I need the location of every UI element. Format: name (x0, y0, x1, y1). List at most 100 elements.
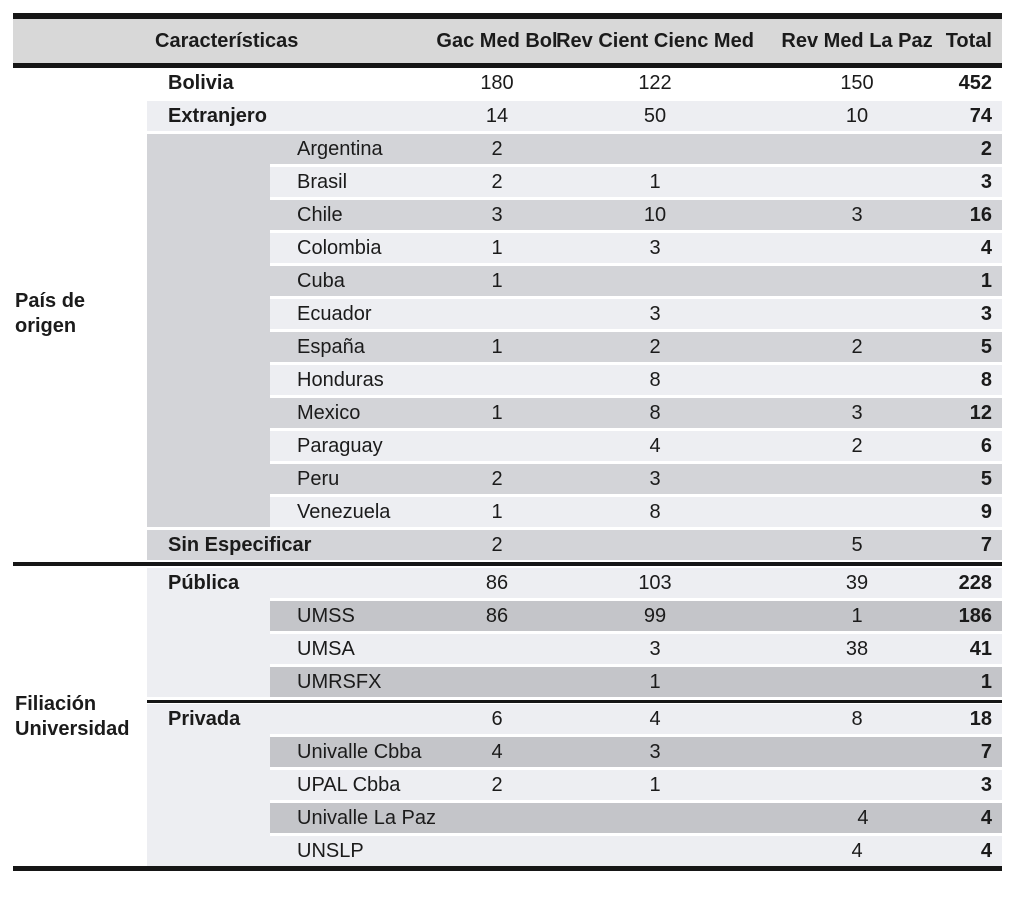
total-cell: 16 (969, 203, 992, 226)
value-cell: 86 (485, 604, 509, 627)
row-label: Bolivia (168, 71, 234, 94)
row-block: Argentina 2 2 Brasil 2 1 3 Chile 3 10 3 16 Colombia 1… (147, 134, 1002, 527)
table-row: Pública 86 103 39 228 (147, 568, 1002, 598)
total-cell: 7 (980, 740, 992, 763)
value-cell (772, 299, 942, 329)
table-row: Bolivia 180 122 150 452 (147, 68, 1002, 98)
column-header-rev-med-la-paz: Rev Med La Paz (781, 29, 933, 52)
value-cell (772, 667, 942, 697)
value-cell: 1 (649, 170, 661, 193)
total-cell: 9 (980, 500, 992, 523)
value-cell (772, 233, 942, 263)
value-cell: 38 (845, 637, 869, 660)
row-label: Venezuela (297, 500, 391, 523)
table-row: Cuba 1 1 (147, 266, 1002, 296)
total-cell: 4 (980, 839, 992, 862)
column-header-gac-med-bol: Gac Med Bol (436, 29, 558, 52)
value-cell: 10 (845, 104, 869, 127)
table-row: Honduras 8 8 (147, 365, 1002, 395)
section-1: País de origen Bolivia 180 122 150 452 Extranj… (13, 68, 1002, 560)
row-label: Paraguay (297, 434, 383, 457)
row-label: UMRSFX (297, 670, 382, 693)
total-cell: 5 (980, 467, 992, 490)
value-cell: 50 (643, 104, 667, 127)
value-cell (772, 365, 942, 395)
column-header-total: Total (945, 29, 992, 52)
section-rows: Pública 86 103 39 228 UMSS 86 99 1 186 UMSA 3 38 41 UM… (147, 568, 1002, 866)
privada-divider (147, 700, 1002, 703)
value-cell: 2 (649, 335, 661, 358)
table-row: Extranjero 14 50 10 74 (147, 101, 1002, 131)
row-label: España (297, 335, 365, 358)
value-cell (430, 634, 564, 664)
row-label: UMSA (297, 637, 355, 660)
total-cell: 5 (980, 335, 992, 358)
value-cell: 10 (643, 203, 667, 226)
total-cell: 12 (969, 401, 992, 424)
value-cell: 2 (491, 773, 503, 796)
value-cell: 3 (649, 302, 661, 325)
value-cell (570, 836, 740, 866)
row-group-label: País de origen (15, 290, 86, 337)
value-cell: 99 (643, 604, 667, 627)
value-cell: 1 (649, 670, 661, 693)
section-divider (13, 562, 1002, 566)
value-cell (436, 803, 570, 833)
total-cell: 3 (980, 302, 992, 325)
value-cell (430, 299, 564, 329)
value-cell (570, 266, 740, 296)
row-label: Ecuador (297, 302, 372, 325)
total-cell: 6 (980, 434, 992, 457)
row-label: Univalle Cbba (297, 740, 422, 763)
value-cell: 150 (840, 71, 874, 94)
value-cell (772, 737, 942, 767)
row-label: UNSLP (297, 839, 364, 862)
table-row: Paraguay 4 2 6 (147, 431, 1002, 461)
value-cell: 8 (649, 401, 661, 424)
value-cell: 2 (491, 170, 503, 193)
value-cell: 3 (851, 203, 863, 226)
total-cell: 41 (969, 637, 992, 660)
table-row: Venezuela 1 8 9 (147, 497, 1002, 527)
value-cell (430, 431, 564, 461)
table-row: UMRSFX 1 1 (147, 667, 1002, 697)
value-cell (772, 134, 942, 164)
value-cell: 8 (851, 707, 863, 730)
total-cell: 74 (969, 104, 992, 127)
table-row: UNSLP 4 4 (147, 836, 1002, 866)
row-label: Peru (297, 467, 340, 490)
table-row: Univalle Cbba 4 3 7 (147, 737, 1002, 767)
column-header-caracteristicas: Características (155, 29, 299, 52)
value-cell (430, 667, 564, 697)
table-row: Peru 2 3 5 (147, 464, 1002, 494)
value-cell: 1 (491, 500, 503, 523)
total-cell: 4 (980, 236, 992, 259)
table-body: País de origen Bolivia 180 122 150 452 Extranj… (13, 68, 1002, 866)
value-cell: 5 (851, 533, 863, 556)
row-label: Mexico (297, 401, 361, 424)
value-cell (570, 134, 740, 164)
value-cell: 2 (851, 434, 863, 457)
row-label: Brasil (297, 170, 348, 193)
value-cell: 2 (491, 533, 503, 556)
value-cell (430, 836, 564, 866)
value-cell: 122 (638, 71, 672, 94)
table-row: Mexico 1 8 3 12 (147, 398, 1002, 428)
value-cell: 3 (851, 401, 863, 424)
table-row: Brasil 2 1 3 (147, 167, 1002, 197)
row-label: Sin Especificar (168, 533, 312, 556)
table-row: Argentina 2 2 (147, 134, 1002, 164)
row-label: Colombia (297, 236, 382, 259)
table-row: España 1 2 2 5 (147, 332, 1002, 362)
total-cell: 3 (980, 773, 992, 796)
value-cell: 1 (649, 773, 661, 796)
value-cell: 4 (857, 806, 869, 829)
value-cell: 180 (480, 71, 514, 94)
value-cell: 4 (649, 434, 661, 457)
value-cell: 103 (638, 571, 672, 594)
row-label: Chile (297, 203, 343, 226)
value-cell: 4 (649, 707, 661, 730)
total-cell: 18 (969, 707, 992, 730)
value-cell: 8 (649, 500, 661, 523)
section-2: Filiación Universidad Pública 86 103 39 228 UM… (13, 568, 1002, 866)
